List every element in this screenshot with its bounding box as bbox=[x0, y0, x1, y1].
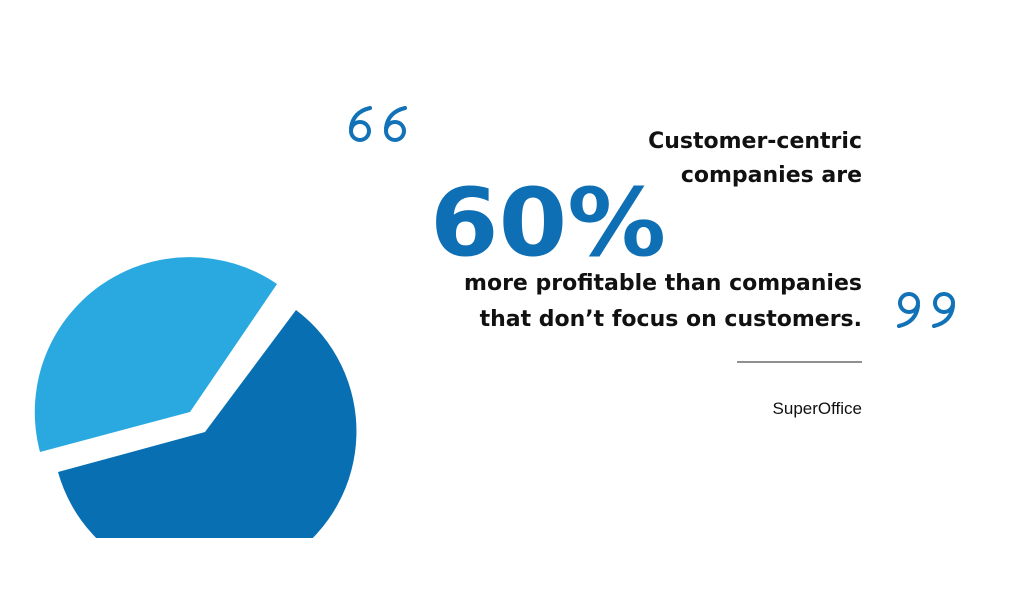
pie-graphic bbox=[34, 257, 357, 538]
close-quote bbox=[897, 292, 955, 328]
open-quote bbox=[349, 106, 407, 142]
source: SuperOffice bbox=[773, 399, 862, 418]
quote-line: companies are bbox=[681, 163, 862, 188]
quote-line: more profitable than companies bbox=[464, 271, 862, 296]
stat-value: 60% bbox=[430, 169, 666, 278]
quote-line: that don’t focus on customers. bbox=[480, 307, 862, 332]
pie-slice-dark bbox=[58, 310, 357, 538]
quote-line: Customer-centric bbox=[648, 129, 862, 154]
pie-slice-light bbox=[34, 257, 277, 452]
